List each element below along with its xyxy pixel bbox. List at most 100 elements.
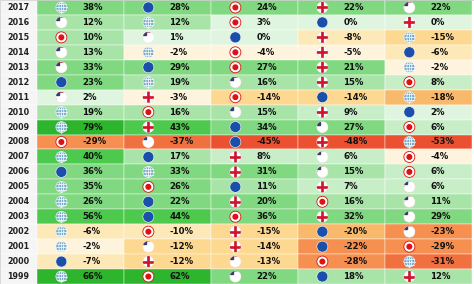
Text: -29%: -29% xyxy=(82,137,106,147)
Circle shape xyxy=(143,196,154,207)
Text: -14%: -14% xyxy=(343,93,367,102)
Bar xyxy=(37,179,124,194)
Text: 12%: 12% xyxy=(169,18,190,27)
Text: 8%: 8% xyxy=(430,78,445,87)
Text: 17%: 17% xyxy=(169,153,190,161)
Bar xyxy=(0,60,37,75)
Bar xyxy=(385,254,472,269)
Bar xyxy=(317,166,320,169)
Circle shape xyxy=(317,122,328,133)
Bar xyxy=(385,45,472,60)
Bar xyxy=(124,179,211,194)
Bar xyxy=(404,226,407,229)
Circle shape xyxy=(56,181,67,192)
Text: 29%: 29% xyxy=(430,212,451,221)
Circle shape xyxy=(230,181,241,192)
Bar xyxy=(56,23,67,24)
Bar xyxy=(143,141,154,142)
Bar xyxy=(37,224,124,239)
Bar xyxy=(404,182,415,183)
Text: 33%: 33% xyxy=(82,63,103,72)
Circle shape xyxy=(143,2,154,13)
Bar xyxy=(298,149,385,164)
Text: 26%: 26% xyxy=(169,182,190,191)
Circle shape xyxy=(233,214,237,219)
Text: 2008: 2008 xyxy=(8,137,29,147)
Bar xyxy=(124,254,211,269)
Bar xyxy=(298,269,385,284)
Circle shape xyxy=(59,35,64,40)
Text: 27%: 27% xyxy=(343,123,364,131)
Circle shape xyxy=(407,80,412,85)
Circle shape xyxy=(404,106,415,118)
Bar xyxy=(124,60,211,75)
Text: -15%: -15% xyxy=(256,227,280,236)
Bar xyxy=(0,120,37,135)
Bar xyxy=(404,10,415,11)
Bar xyxy=(230,265,241,266)
Bar xyxy=(211,179,298,194)
Circle shape xyxy=(56,2,67,13)
Text: 7%: 7% xyxy=(343,182,358,191)
Bar xyxy=(230,280,241,281)
Bar xyxy=(385,30,472,45)
Circle shape xyxy=(56,77,67,88)
Bar xyxy=(143,245,154,246)
Bar xyxy=(37,75,124,90)
Bar xyxy=(317,159,328,160)
Bar xyxy=(404,181,407,184)
Text: 15%: 15% xyxy=(256,108,277,117)
Text: 2%: 2% xyxy=(430,108,445,117)
Bar xyxy=(317,154,328,155)
Circle shape xyxy=(404,62,415,73)
Text: 1%: 1% xyxy=(169,33,184,42)
Text: 0%: 0% xyxy=(256,33,271,42)
Bar xyxy=(143,33,154,34)
Bar xyxy=(56,92,59,95)
Circle shape xyxy=(404,196,415,207)
Bar xyxy=(230,256,233,259)
Circle shape xyxy=(56,151,67,162)
Circle shape xyxy=(317,271,328,282)
Bar xyxy=(230,262,241,263)
Bar xyxy=(230,257,241,258)
Bar xyxy=(317,152,328,153)
Bar xyxy=(230,273,241,274)
Bar xyxy=(317,131,328,132)
Text: 2009: 2009 xyxy=(8,123,29,131)
Bar xyxy=(124,149,211,164)
Circle shape xyxy=(404,241,415,252)
Text: -22%: -22% xyxy=(343,242,367,251)
Text: 36%: 36% xyxy=(82,167,103,176)
Bar xyxy=(385,239,472,254)
Circle shape xyxy=(404,211,415,222)
Bar xyxy=(317,151,320,154)
Text: -6%: -6% xyxy=(430,48,448,57)
Bar xyxy=(124,164,211,179)
Text: 22%: 22% xyxy=(256,272,277,281)
Bar xyxy=(230,106,233,110)
Text: -14%: -14% xyxy=(256,93,281,102)
Bar xyxy=(230,116,241,117)
Bar xyxy=(0,194,37,209)
Bar xyxy=(298,90,385,105)
Bar xyxy=(404,187,415,188)
Bar xyxy=(124,90,211,105)
Bar xyxy=(56,99,67,100)
Circle shape xyxy=(317,62,328,73)
Bar xyxy=(0,45,37,60)
Bar xyxy=(56,48,67,49)
Bar xyxy=(0,30,37,45)
Circle shape xyxy=(143,226,154,237)
Circle shape xyxy=(230,211,241,222)
Text: 21%: 21% xyxy=(343,63,364,72)
Circle shape xyxy=(317,77,328,88)
Text: 2017: 2017 xyxy=(8,3,29,12)
Text: 13%: 13% xyxy=(82,48,103,57)
Bar xyxy=(37,209,124,224)
Circle shape xyxy=(56,62,67,73)
Bar xyxy=(385,120,472,135)
Bar xyxy=(56,101,67,102)
Text: 0%: 0% xyxy=(430,18,445,27)
Bar xyxy=(230,81,241,82)
